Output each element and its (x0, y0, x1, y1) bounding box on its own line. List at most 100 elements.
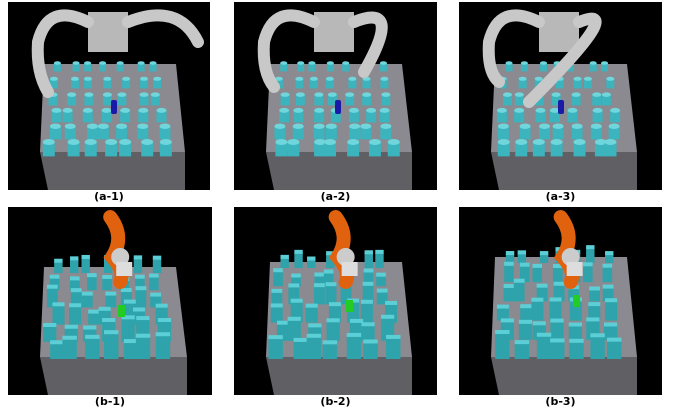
cylinder-obstacle (532, 142, 545, 157)
cylinder-top (82, 107, 93, 113)
scene-panel (8, 2, 210, 190)
box-top (87, 273, 97, 278)
cylinder-obstacle (502, 94, 512, 106)
cylinder-top (116, 61, 124, 65)
table-front (491, 152, 637, 190)
cylinder-obstacle (159, 142, 172, 157)
cylinder-obstacle (592, 94, 602, 106)
cylinder-obstacle (280, 94, 290, 106)
caption: (b-3) (545, 395, 575, 408)
cylinder-obstacle (70, 78, 79, 89)
box-top (152, 255, 162, 260)
box-top (513, 278, 525, 283)
cylinder-top (514, 92, 524, 97)
box-top (155, 332, 171, 337)
cylinder-obstacle (590, 126, 602, 140)
cylinder-obstacle (297, 63, 305, 72)
box-obstacle (519, 265, 530, 283)
box-obstacle (363, 271, 374, 287)
box-obstacle (104, 333, 119, 359)
box-obstacle (583, 265, 593, 283)
box-top (43, 322, 57, 327)
cylinder-obstacle (49, 126, 61, 140)
box-obstacle (362, 284, 374, 305)
box-top (496, 304, 509, 309)
box-obstacle (81, 294, 93, 308)
box-obstacle (70, 291, 82, 308)
cylinder-obstacle (604, 142, 617, 157)
cylinder-top (314, 139, 327, 145)
cylinder-top (67, 92, 77, 97)
cylinder-obstacle (552, 126, 564, 140)
box-top (69, 276, 80, 281)
box-obstacle (361, 325, 375, 341)
cylinder-obstacle (67, 142, 80, 157)
box-top (553, 281, 565, 286)
cylinder-obstacle (309, 78, 318, 89)
box-obstacle (605, 301, 618, 321)
cylinder-top (327, 92, 337, 97)
box-top (64, 324, 78, 329)
cylinder-obstacle (141, 142, 154, 157)
box-top (290, 298, 303, 303)
box-obstacle (314, 275, 325, 287)
robot-arm (482, 9, 545, 88)
box-top (375, 249, 384, 254)
box-top (504, 261, 514, 266)
box-obstacle (503, 287, 515, 302)
box-obstacle (52, 305, 65, 325)
box-top (539, 251, 549, 256)
box-obstacle (531, 300, 544, 321)
box-top (532, 321, 546, 326)
cylinder-obstacle (292, 126, 304, 140)
box-top (132, 307, 145, 312)
box-obstacle (346, 335, 362, 359)
box-top (120, 288, 132, 293)
box-top (500, 318, 514, 323)
robot-joint (561, 248, 580, 266)
table-front (266, 152, 412, 190)
cylinder-top (297, 61, 305, 65)
cylinder-top (274, 123, 286, 129)
box-top (385, 300, 398, 305)
cylinder-top (83, 76, 92, 81)
cylinder-top (280, 92, 290, 97)
box-obstacle (586, 248, 595, 263)
box-top (98, 306, 111, 311)
robot-arm (348, 11, 388, 78)
box-obstacle (602, 287, 614, 302)
cylinder-obstacle (362, 94, 372, 106)
cylinder-obstacle (535, 110, 546, 123)
box-top (363, 268, 374, 273)
box-top (602, 263, 613, 268)
cylinder-obstacle (589, 63, 597, 72)
cylinder-top (520, 61, 528, 65)
cylinder-obstacle (280, 63, 288, 72)
box-obstacle (386, 337, 401, 359)
box-top (549, 297, 562, 302)
caption: (b-2) (320, 395, 350, 408)
cylinder-obstacle (51, 110, 62, 123)
box-obstacle (328, 305, 341, 323)
cylinder-top (72, 61, 80, 65)
cylinder-obstacle (601, 63, 609, 72)
cylinder-top (550, 139, 563, 145)
cylinder-top (505, 61, 513, 65)
box-obstacle (62, 338, 77, 359)
box-top (102, 274, 112, 279)
cylinder-obstacle (139, 94, 149, 106)
cylinder-obstacle (539, 126, 551, 140)
robot-gripper (341, 262, 358, 276)
box-obstacle (43, 325, 57, 342)
box-obstacle (288, 286, 300, 305)
box-obstacle (271, 291, 283, 305)
box-obstacle (123, 342, 139, 359)
cylinder-obstacle (150, 94, 160, 106)
box-top (276, 320, 291, 325)
cylinder-top (589, 61, 597, 65)
cylinder-top (51, 107, 62, 113)
cylinder-top (601, 61, 609, 65)
box-obstacle (88, 312, 101, 325)
box-obstacle (550, 321, 564, 340)
